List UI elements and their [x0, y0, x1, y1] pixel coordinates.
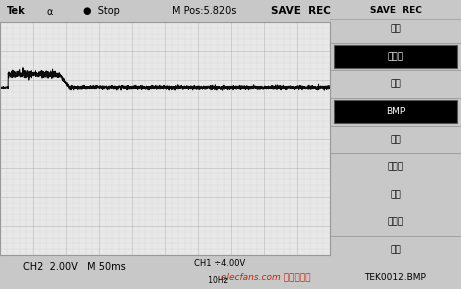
Text: ⍺: ⍺ — [46, 7, 53, 17]
Text: M Pos:5.820s: M Pos:5.820s — [171, 6, 236, 16]
FancyBboxPatch shape — [334, 45, 457, 68]
Text: elecfans.com 电子发烧友: elecfans.com 电子发烧友 — [221, 273, 311, 281]
Text: 存图像: 存图像 — [387, 162, 403, 171]
Text: 关于: 关于 — [390, 135, 401, 144]
Text: CH2  2.00V   M 50ms: CH2 2.00V M 50ms — [23, 262, 126, 272]
Text: 动作: 动作 — [390, 24, 401, 34]
Text: 格式: 格式 — [390, 80, 401, 89]
Text: 选择: 选择 — [390, 190, 401, 199]
FancyBboxPatch shape — [334, 100, 457, 123]
Text: 10Hz: 10Hz — [194, 276, 227, 285]
Text: Tek: Tek — [6, 6, 25, 16]
Text: SAVE  REC: SAVE REC — [271, 6, 331, 16]
Text: 存图像: 存图像 — [387, 52, 403, 61]
Text: CH1 ÷4.00V: CH1 ÷4.00V — [194, 259, 245, 268]
Text: 文件夹: 文件夹 — [387, 218, 403, 227]
Text: SAVE  REC: SAVE REC — [370, 5, 421, 15]
Text: 储存: 储存 — [390, 245, 401, 254]
Text: TEK0012.BMP: TEK0012.BMP — [365, 273, 426, 282]
Text: ●  Stop: ● Stop — [83, 6, 119, 16]
Text: BMP: BMP — [386, 107, 405, 116]
